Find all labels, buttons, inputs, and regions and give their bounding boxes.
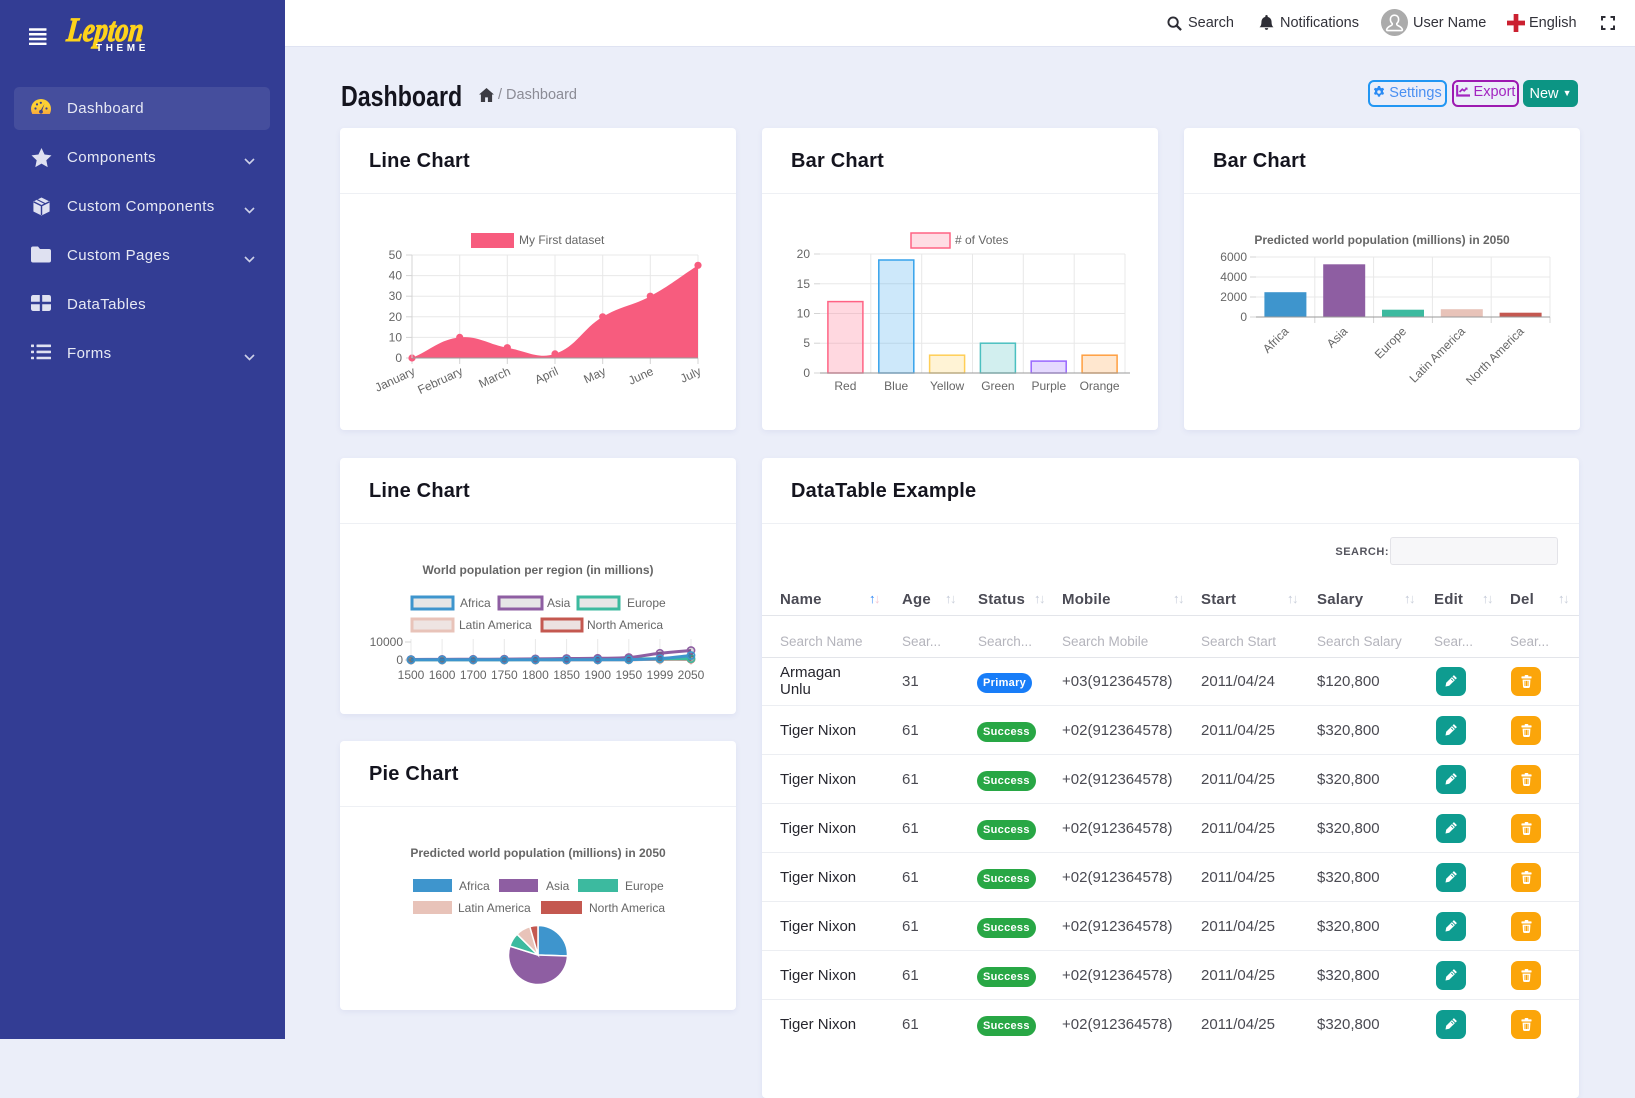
svg-text:February: February	[416, 364, 465, 397]
svg-text:Latin America: Latin America	[1407, 324, 1469, 386]
svg-text:20: 20	[797, 247, 811, 261]
svg-text:10: 10	[797, 307, 811, 321]
svg-text:June: June	[626, 364, 656, 388]
svg-text:Asia: Asia	[1324, 324, 1351, 351]
svg-text:4000: 4000	[1220, 270, 1247, 284]
svg-text:Africa: Africa	[1260, 324, 1292, 356]
svg-text:Latin America: Latin America	[458, 901, 531, 915]
svg-text:1850: 1850	[553, 668, 580, 682]
svg-text:Yellow: Yellow	[930, 379, 965, 393]
svg-text:# of Votes: # of Votes	[955, 233, 1008, 247]
svg-text:2000: 2000	[1220, 290, 1247, 304]
svg-text:Asia: Asia	[547, 596, 571, 610]
svg-text:0: 0	[396, 653, 403, 667]
svg-text:Europe: Europe	[1372, 324, 1409, 361]
svg-text:Blue: Blue	[884, 379, 908, 393]
svg-text:1800: 1800	[522, 668, 549, 682]
svg-text:Purple: Purple	[1031, 379, 1066, 393]
svg-text:Predicted world population (mi: Predicted world population (millions) in…	[410, 846, 666, 860]
svg-text:1500: 1500	[398, 668, 425, 682]
svg-text:6000: 6000	[1220, 250, 1247, 264]
svg-text:Europe: Europe	[627, 596, 666, 610]
svg-text:Africa: Africa	[460, 596, 491, 610]
svg-text:0: 0	[1240, 310, 1247, 324]
svg-text:0: 0	[803, 366, 810, 380]
svg-text:Predicted world population (mi: Predicted world population (millions) in…	[1254, 233, 1510, 247]
svg-text:North America: North America	[1463, 324, 1527, 388]
svg-text:1750: 1750	[491, 668, 518, 682]
svg-text:April: April	[533, 364, 561, 387]
svg-text:Orange: Orange	[1080, 379, 1120, 393]
svg-text:Europe: Europe	[625, 879, 664, 893]
svg-text:30: 30	[389, 289, 403, 303]
svg-text:May: May	[582, 364, 608, 386]
svg-text:10000: 10000	[370, 635, 404, 649]
svg-text:July: July	[678, 364, 703, 386]
svg-text:Latin America: Latin America	[459, 618, 532, 632]
svg-text:1999: 1999	[647, 668, 674, 682]
svg-text:North America: North America	[589, 901, 665, 915]
svg-text:5: 5	[803, 336, 810, 350]
svg-text:1950: 1950	[615, 668, 642, 682]
svg-text:50: 50	[389, 248, 403, 262]
svg-text:January: January	[373, 364, 418, 395]
svg-text:15: 15	[797, 277, 811, 291]
svg-text:40: 40	[389, 269, 403, 283]
svg-text:Green: Green	[981, 379, 1014, 393]
svg-text:0: 0	[395, 351, 402, 365]
svg-text:2050: 2050	[678, 668, 705, 682]
svg-text:Asia: Asia	[546, 879, 570, 893]
svg-text:20: 20	[389, 310, 403, 324]
svg-text:1900: 1900	[584, 668, 611, 682]
svg-text:1600: 1600	[429, 668, 456, 682]
svg-text:10: 10	[389, 330, 403, 344]
svg-text:My First dataset: My First dataset	[519, 233, 605, 247]
svg-text:Africa: Africa	[459, 879, 490, 893]
svg-text:North America: North America	[587, 618, 663, 632]
svg-text:Red: Red	[834, 379, 856, 393]
svg-text:March: March	[476, 364, 512, 391]
svg-text:World population per region (i: World population per region (in millions…	[422, 563, 653, 577]
svg-text:1700: 1700	[460, 668, 487, 682]
